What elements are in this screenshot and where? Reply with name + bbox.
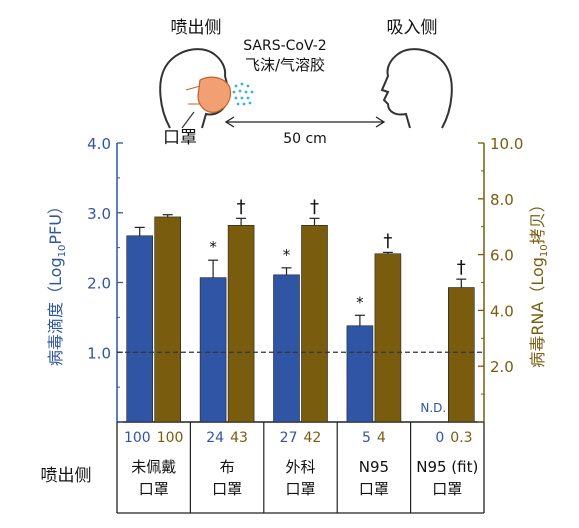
table-value: 24 xyxy=(206,430,224,446)
right-axis-tick-label: 6.0 xyxy=(490,247,514,265)
bars: * * * † † † † xyxy=(126,196,475,423)
category-label: 口罩 xyxy=(432,480,462,498)
receiver-label: 吸入侧 xyxy=(387,18,438,38)
table-value: 4 xyxy=(377,430,386,446)
significance-asterisk: * xyxy=(356,293,364,311)
left-axis-tick-label: 4.0 xyxy=(87,135,111,153)
mask-label: 口罩 xyxy=(163,128,197,148)
category-label: N95 xyxy=(359,458,389,476)
table-value: 43 xyxy=(230,430,248,446)
mask-pointer-line xyxy=(181,111,195,129)
bar xyxy=(126,235,153,423)
right-axis-tick-label: 2.0 xyxy=(490,358,514,376)
bar xyxy=(374,253,402,423)
table-value: 0.3 xyxy=(450,430,472,446)
aerosol-label-line2: 飞沫/气溶胶 xyxy=(245,56,325,74)
category-label: 外科 xyxy=(285,458,315,476)
left-axis-tick-label: 3.0 xyxy=(87,205,111,223)
category-label: 未佩戴 xyxy=(131,458,176,476)
chart: 1.0 2.0 3.0 4.0 2.0 4.0 6.0 8.0 10.0 病毒滴度（Log10… xyxy=(41,135,550,514)
left-axis-tick-label: 1.0 xyxy=(87,344,111,362)
bar xyxy=(227,225,255,423)
not-detected-label: N.D. xyxy=(420,401,446,415)
significance-dagger: † xyxy=(310,196,319,217)
category-label: 布 xyxy=(220,458,235,476)
right-axis-tick-label: 4.0 xyxy=(490,302,514,320)
table-value: 100 xyxy=(157,430,184,446)
aerosol-droplets-icon xyxy=(232,82,254,106)
significance-asterisk: * xyxy=(209,238,217,256)
left-axis-ticks: 1.0 2.0 3.0 4.0 xyxy=(87,135,123,423)
table-value: 0 xyxy=(435,430,444,446)
significance-dagger: † xyxy=(237,196,246,217)
significance-dagger: † xyxy=(383,230,392,251)
category-label: 口罩 xyxy=(139,480,169,498)
left-axis-tick-label: 2.0 xyxy=(87,275,111,293)
table-value: 42 xyxy=(304,430,322,446)
aerosol-label-line1: SARS-CoV-2 xyxy=(243,38,326,54)
table-value: 100 xyxy=(124,430,151,446)
bar xyxy=(199,277,227,423)
significance-dagger: † xyxy=(457,257,466,278)
receiver-head-outline xyxy=(380,48,453,129)
table-row-label: 喷出侧 xyxy=(41,466,92,486)
bar xyxy=(273,274,300,423)
right-axis-ticks: 2.0 4.0 6.0 8.0 10.0 xyxy=(478,135,523,423)
right-axis-title: 病毒RNA（Log10拷贝） xyxy=(528,196,550,367)
illustration: 喷出侧 吸入侧 SARS-CoV-2 飞沫/气溶胶 口罩 50 cm xyxy=(159,18,453,148)
mask-icon xyxy=(197,76,232,113)
bar xyxy=(154,216,181,423)
mask-strap xyxy=(185,85,201,105)
category-label: N95 (fit) xyxy=(416,458,478,476)
category-label: 口罩 xyxy=(285,480,315,498)
right-axis-tick-label: 10.0 xyxy=(490,135,523,153)
table-value: 5 xyxy=(362,430,371,446)
category-label: 口罩 xyxy=(212,480,242,498)
bar xyxy=(346,325,374,423)
right-axis-tick-label: 8.0 xyxy=(490,191,514,209)
category-label: 口罩 xyxy=(359,480,389,498)
distance-arrow-icon xyxy=(224,116,386,128)
left-axis-title: 病毒滴度（Log10PFU） xyxy=(46,198,68,366)
emitter-label: 喷出侧 xyxy=(171,18,222,38)
bar xyxy=(301,225,328,423)
distance-label: 50 cm xyxy=(283,131,327,147)
bar xyxy=(447,287,475,423)
significance-asterisk: * xyxy=(283,246,291,264)
table-value: 27 xyxy=(280,430,298,446)
